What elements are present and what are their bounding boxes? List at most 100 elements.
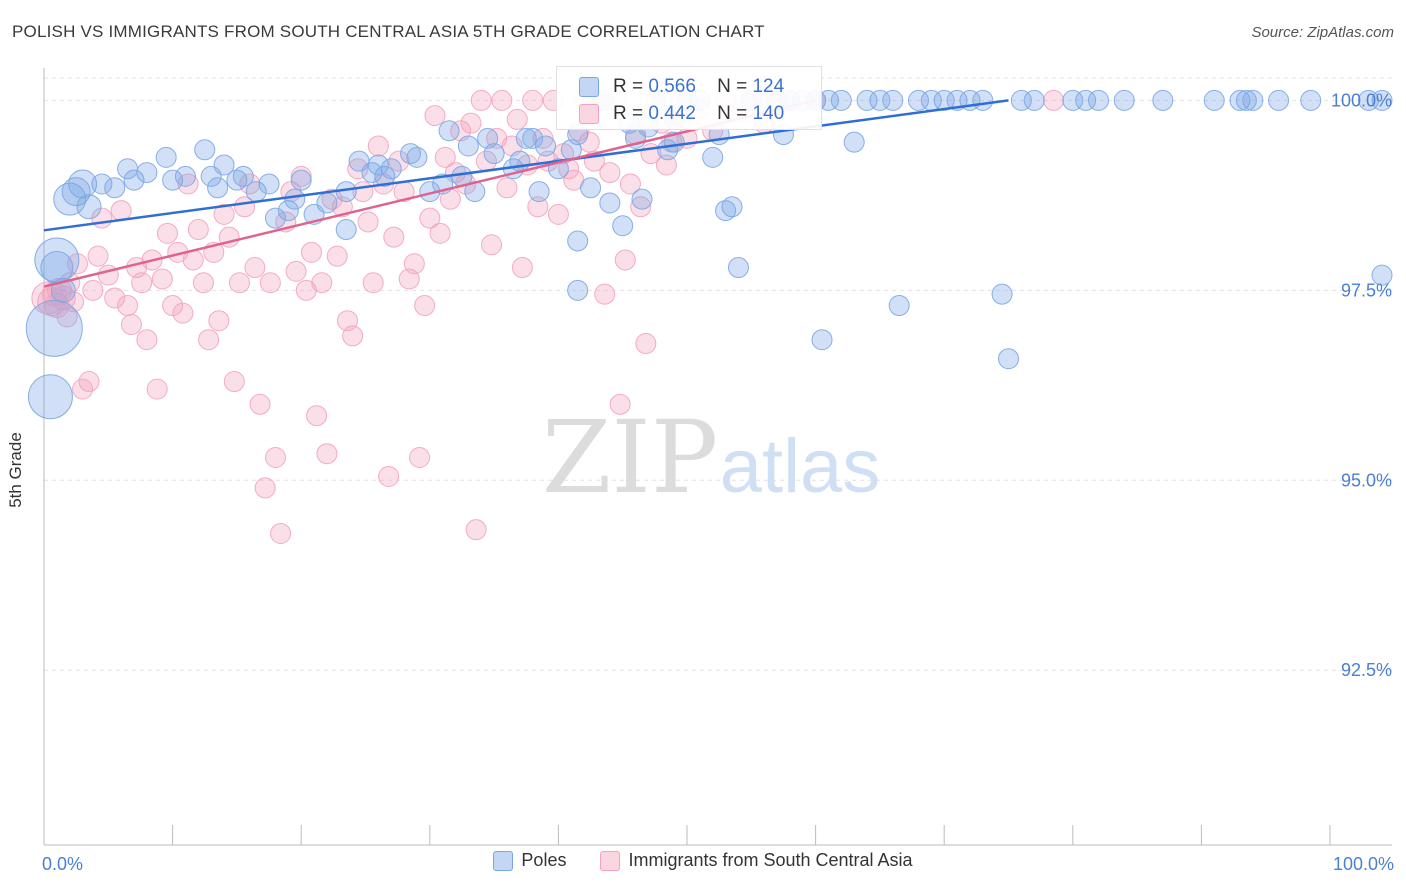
immigrants-point bbox=[511, 257, 533, 279]
poles-point bbox=[123, 169, 145, 191]
immigrants-point bbox=[419, 207, 441, 229]
immigrants-point bbox=[655, 154, 677, 176]
immigrants-point bbox=[434, 146, 456, 168]
immigrants-point bbox=[270, 522, 292, 544]
poles-point bbox=[1203, 89, 1225, 111]
poles-point bbox=[1235, 89, 1257, 111]
poles-point bbox=[515, 127, 537, 149]
y-tick-label: 92.5% bbox=[1341, 660, 1392, 680]
immigrants-point bbox=[599, 162, 621, 184]
poles-point bbox=[1371, 264, 1393, 286]
immigrants-point bbox=[326, 245, 348, 267]
poles-point bbox=[400, 143, 422, 165]
poles-point bbox=[40, 251, 74, 285]
immigrants-point bbox=[635, 333, 657, 355]
poles-point bbox=[207, 177, 229, 199]
immigrants-point bbox=[547, 203, 569, 225]
immigrants-point bbox=[78, 371, 100, 393]
poles-point bbox=[277, 200, 299, 222]
poles-point bbox=[61, 177, 91, 207]
poles-point bbox=[998, 348, 1019, 370]
poles-point bbox=[232, 165, 254, 187]
legend-item-poles[interactable]: Poles bbox=[493, 850, 566, 871]
poles-point bbox=[34, 237, 80, 283]
legend-poles-label: Poles bbox=[521, 850, 567, 870]
poles-point bbox=[721, 196, 743, 218]
immigrants-point bbox=[110, 200, 132, 222]
legend-poles-swatch bbox=[493, 850, 514, 871]
poles-point bbox=[136, 162, 158, 184]
immigrants-point bbox=[383, 226, 405, 248]
poles-point bbox=[1229, 89, 1251, 111]
watermark-zip: ZIP bbox=[542, 399, 718, 516]
poles-point bbox=[406, 146, 428, 168]
immigrants-point bbox=[295, 279, 317, 301]
poles-point bbox=[811, 329, 833, 351]
immigrants-point bbox=[156, 222, 178, 244]
poles-point bbox=[567, 279, 589, 301]
immigrants-n-value: 140 bbox=[752, 103, 785, 124]
immigrants-point bbox=[496, 177, 518, 199]
poles-point bbox=[535, 135, 557, 157]
immigrants-point bbox=[481, 234, 503, 256]
immigrants-point bbox=[630, 196, 652, 218]
immigrants-point bbox=[187, 219, 209, 241]
poles-point bbox=[933, 89, 955, 111]
stats-row-poles: R = 0.566 N = 124 bbox=[579, 73, 784, 101]
immigrants-point bbox=[213, 203, 235, 225]
immigrants-point bbox=[177, 173, 199, 195]
poles-point bbox=[367, 154, 389, 176]
axes bbox=[43, 68, 1392, 846]
immigrants-point bbox=[527, 196, 549, 218]
immigrants-point bbox=[306, 405, 328, 427]
immigrants-point bbox=[491, 89, 513, 111]
immigrants-n-label: N = bbox=[717, 103, 748, 124]
immigrants-point bbox=[316, 443, 338, 465]
poles-swatch bbox=[579, 77, 599, 97]
x-tick-label-min: 0.0% bbox=[42, 854, 83, 874]
poles-point bbox=[907, 89, 929, 111]
immigrants-point bbox=[136, 329, 158, 351]
poles-point bbox=[162, 169, 184, 191]
poles-point bbox=[76, 194, 102, 220]
poles-point bbox=[1113, 89, 1135, 111]
poles-point bbox=[1268, 89, 1290, 111]
poles-point bbox=[830, 89, 852, 111]
poles-point bbox=[104, 177, 126, 199]
poles-point bbox=[174, 165, 196, 187]
legend-item-immigrants[interactable]: Immigrants from South Central Asia bbox=[600, 850, 913, 871]
immigrants-point bbox=[172, 302, 194, 324]
poles-point bbox=[972, 89, 994, 111]
poles-point bbox=[258, 173, 280, 195]
immigrants-point bbox=[87, 245, 109, 267]
immigrants-point bbox=[259, 272, 281, 294]
immigrants-point bbox=[146, 378, 168, 400]
immigrants-point bbox=[104, 287, 126, 309]
poles-point bbox=[843, 131, 865, 153]
immigrants-point bbox=[244, 257, 266, 279]
immigrants-point bbox=[342, 325, 364, 347]
immigrants-point bbox=[609, 393, 631, 415]
poles-point bbox=[631, 188, 653, 210]
immigrants-r-value: 0.442 bbox=[648, 103, 696, 124]
immigrants-point bbox=[450, 120, 472, 142]
immigrants-point bbox=[285, 260, 307, 282]
immigrants-point bbox=[192, 272, 214, 294]
immigrants-point bbox=[414, 295, 436, 317]
immigrants-point bbox=[223, 371, 245, 393]
poles-point bbox=[91, 173, 113, 195]
immigrants-point bbox=[470, 89, 492, 111]
immigrants-point bbox=[362, 272, 384, 294]
immigrants-point bbox=[522, 89, 544, 111]
immigrants-point bbox=[506, 108, 528, 130]
immigrants-point bbox=[347, 158, 369, 180]
poles-point bbox=[316, 192, 338, 214]
source-label: Source: ZipAtlas.com bbox=[1251, 24, 1394, 41]
poles-point bbox=[438, 120, 460, 142]
immigrants-point bbox=[249, 393, 271, 415]
poles-point bbox=[264, 207, 286, 229]
poles-point bbox=[727, 257, 749, 279]
poles-point bbox=[612, 215, 634, 237]
poles-point bbox=[567, 230, 589, 252]
